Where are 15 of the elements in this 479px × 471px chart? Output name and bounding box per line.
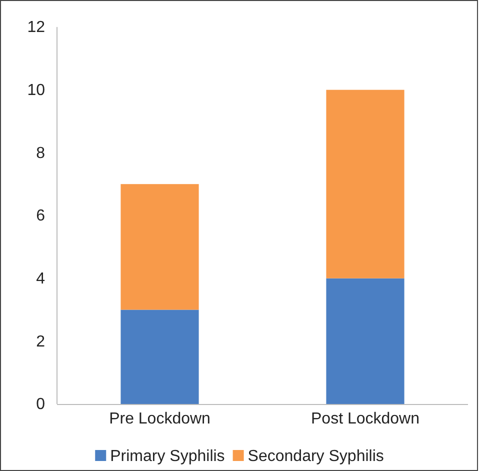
y-tick-label: 4 xyxy=(36,270,46,288)
y-tick-label: 8 xyxy=(36,144,46,162)
bar xyxy=(120,310,199,404)
y-tick-label: 10 xyxy=(27,82,46,99)
bar xyxy=(326,278,404,404)
y-tick-label: 12 xyxy=(27,19,46,36)
legend-label: Primary Syphilis xyxy=(110,448,225,465)
legend-label: Secondary Syphilis xyxy=(248,448,384,465)
y-tick-label: 6 xyxy=(36,208,46,225)
x-tick-label: Pre Lockdown xyxy=(109,410,210,428)
bar xyxy=(326,90,404,278)
y-tick-label: 0 xyxy=(36,396,46,414)
y-tick-label: 2 xyxy=(36,333,46,350)
bar xyxy=(120,184,199,310)
x-tick-label: Post Lockdown xyxy=(310,410,420,428)
